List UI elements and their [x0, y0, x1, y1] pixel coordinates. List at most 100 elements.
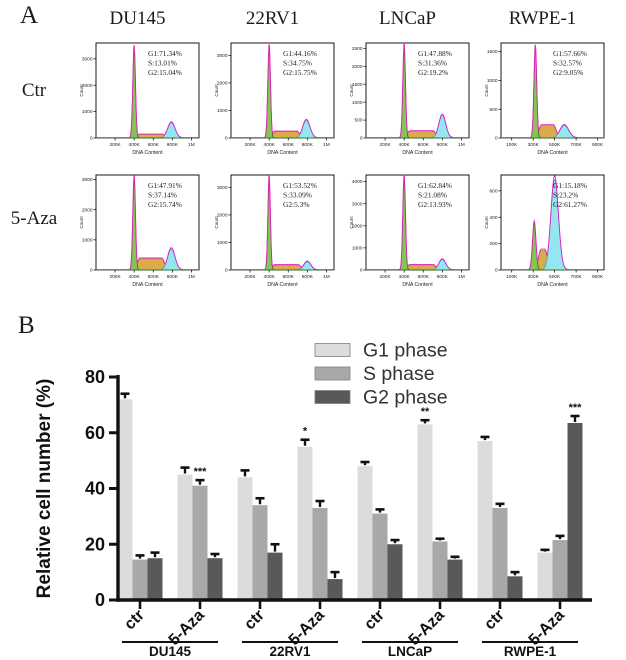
y-tick-label: 60 [85, 423, 105, 443]
group-label: 22RV1 [269, 644, 311, 659]
phase-percentage-annotation: S:34.75% [283, 59, 312, 68]
panel-b-label: B [18, 312, 35, 339]
svg-text:2500: 2500 [352, 46, 363, 52]
svg-text:2000: 2000 [217, 81, 228, 87]
flow-plot-du145-ctr: 0 1000 2000 3000 200K 400K 600K 800K 1M Count DNA … [70, 38, 205, 166]
flow-plot-svg: 0 200 400 600 100K 300K 500K 700K 900K Count DNA C… [484, 174, 605, 288]
cell-line-headers: DU145 22RV1 LNCaP RWPE-1 [70, 8, 610, 30]
bar-g1-phase-0 [117, 399, 133, 600]
svg-text:600K: 600K [148, 274, 160, 280]
count-axis-label: Count [484, 216, 489, 229]
svg-text:200K: 200K [244, 274, 256, 280]
svg-text:900K: 900K [592, 142, 604, 148]
svg-text:100K: 100K [506, 142, 518, 148]
phase-percentage-annotation: G2:15.75% [283, 68, 317, 77]
model-envelope-curve [366, 43, 469, 139]
svg-text:700K: 700K [571, 142, 583, 148]
phase-percentage-annotation: S:21.08% [418, 191, 447, 200]
svg-text:600K: 600K [148, 142, 160, 148]
phase-percentage-annotation: G1:57.66% [553, 49, 587, 58]
significance-mark: *** [194, 466, 208, 478]
dna-content-axis-label: DNA Content [132, 282, 163, 288]
bar-g2-phase-6 [507, 576, 523, 600]
row-label-ctr: Ctr [21, 80, 47, 101]
model-envelope-curve [501, 175, 604, 271]
count-axis-label: Count [349, 84, 354, 97]
phase-percentage-annotation: G2:9.05% [553, 68, 583, 77]
svg-text:3000: 3000 [82, 177, 93, 183]
legend-swatch [314, 366, 351, 381]
bar-g2-phase-4 [387, 544, 403, 600]
svg-text:3000: 3000 [217, 53, 228, 59]
svg-text:500: 500 [489, 107, 497, 113]
x-tick-label: ctr [241, 607, 267, 633]
y-tick-label: 20 [85, 534, 105, 554]
bar-g1-phase-3 [297, 446, 313, 600]
svg-text:300K: 300K [528, 142, 540, 148]
phase-percentage-annotation: G2:15.04% [148, 68, 182, 77]
svg-text:200: 200 [489, 241, 497, 247]
col-header-rwpe1: RWPE-1 [508, 8, 577, 29]
phase-percentage-annotation: G1:15.18% [553, 181, 587, 190]
bar-s-phase-7 [552, 540, 568, 600]
svg-text:4000: 4000 [352, 179, 363, 185]
model-envelope-curve [96, 174, 199, 271]
phase-percentage-annotation: G1:71.34% [148, 49, 182, 58]
group-label: LNCaP [388, 644, 432, 659]
svg-text:0: 0 [225, 136, 228, 142]
svg-text:1M: 1M [458, 142, 465, 148]
panel-a-label: A [20, 2, 39, 29]
svg-text:0: 0 [90, 268, 93, 274]
significance-mark: *** [569, 402, 583, 414]
svg-text:400K: 400K [399, 274, 411, 280]
legend-label: G1 phase [363, 340, 448, 362]
bar-g1-phase-7 [537, 552, 553, 600]
count-axis-label: Count [214, 216, 219, 229]
svg-text:200K: 200K [379, 274, 391, 280]
flow-row-5aza: 0 1000 2000 3000 200K 400K 600K 800K 1M Count DNA … [70, 170, 610, 298]
y-tick-label: 80 [85, 367, 105, 387]
svg-text:1M: 1M [323, 142, 330, 148]
svg-text:400K: 400K [129, 274, 141, 280]
svg-text:800K: 800K [167, 142, 179, 148]
legend-swatch [314, 343, 351, 357]
col-header-lncap: LNCaP [379, 8, 436, 29]
count-axis-label: Count [214, 84, 219, 97]
phase-percentage-annotation: S:32.57% [553, 59, 582, 68]
phase-percentage-annotation: S:33.09% [283, 191, 312, 200]
svg-text:200K: 200K [109, 274, 121, 280]
legend-swatch [314, 390, 351, 404]
svg-text:1000: 1000 [217, 240, 228, 246]
y-axis-title: Relative cell number (%) [34, 379, 55, 599]
phase-percentage-annotation: G2:61.27% [553, 200, 587, 209]
bar-g1-phase-1 [177, 474, 193, 600]
flow-plot-svg: 0 1000 2000 3000 4000 200K 400K 600K 800K 1M Count… [349, 174, 470, 288]
bar-s-phase-0 [132, 559, 148, 600]
svg-text:400: 400 [489, 215, 497, 221]
phase-percentage-annotation: G2:19.2% [418, 68, 448, 77]
dna-content-axis-label: DNA Content [537, 282, 568, 288]
svg-text:1M: 1M [188, 274, 195, 280]
flow-plot-22rv1-5aza: 0 1000 2000 3000 200K 400K 600K 800K 1M Count DNA … [205, 170, 340, 298]
svg-text:2000: 2000 [82, 207, 93, 213]
svg-text:700K: 700K [571, 274, 583, 280]
svg-text:1000: 1000 [82, 109, 93, 115]
y-tick-label: 40 [85, 479, 105, 499]
svg-text:0: 0 [360, 268, 363, 274]
dna-content-axis-label: DNA Content [402, 150, 433, 156]
flow-plot-22rv1-ctr: 0 1000 2000 3000 200K 400K 600K 800K 1M Count DNA … [205, 38, 340, 166]
bar-g1-phase-4 [357, 466, 373, 600]
flow-plot-lncap-5aza: 0 1000 2000 3000 4000 200K 400K 600K 800K 1M Count… [340, 170, 475, 298]
svg-text:300K: 300K [528, 274, 540, 280]
phase-percentage-annotation: G1:44.16% [283, 49, 317, 58]
svg-text:600K: 600K [283, 142, 295, 148]
phase-percentage-annotation: G1:53.52% [283, 181, 317, 190]
svg-text:400K: 400K [264, 274, 276, 280]
svg-text:800K: 800K [167, 274, 179, 280]
dna-content-axis-label: DNA Content [267, 150, 298, 156]
model-envelope-curve [366, 174, 469, 271]
dna-content-axis-label: DNA Content [537, 150, 568, 156]
bar-g2-phase-0 [147, 558, 163, 600]
svg-text:400K: 400K [399, 142, 411, 148]
